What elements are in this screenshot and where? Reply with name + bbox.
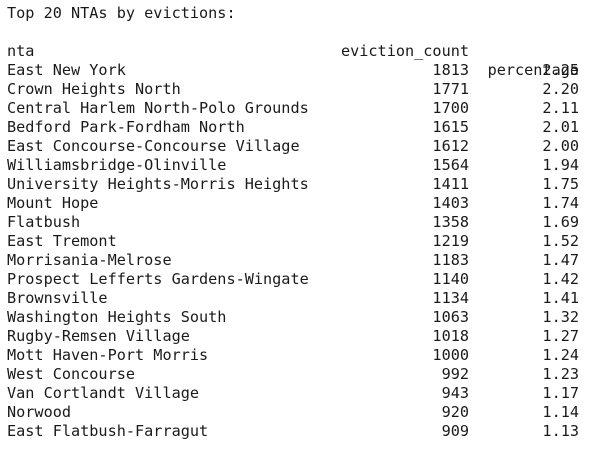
eviction-count-value: 1403 [432,194,469,212]
percentage-value: 2.20 [542,80,579,98]
nta-name: Central Harlem North-Polo Grounds [7,99,309,117]
eviction-count-value: 1771 [432,80,469,98]
eviction-count-value: 1813 [432,61,469,79]
percentage-value: 1.94 [542,156,579,174]
percentage-value: 1.74 [542,194,579,212]
percentage-value: 1.52 [542,232,579,250]
table-row: Central Harlem North-Polo Grounds 1700 2.1… [7,99,587,118]
table-row: East Flatbush-Farragut 909 1.13 [7,422,587,441]
eviction-count-value: 1000 [432,346,469,364]
table-row: Rugby-Remsen Village 1018 1.27 [7,327,587,346]
table-row: Brownsville 1134 1.41 [7,289,587,308]
table-row: East New York 1813 2.25 [7,61,587,80]
table-row: Mott Haven-Port Morris 1000 1.24 [7,346,587,365]
eviction-count-value: 1018 [432,327,469,345]
eviction-count-value: 1411 [432,175,469,193]
nta-name: Mount Hope [7,194,99,212]
nta-name: Bedford Park-Fordham North [7,118,245,136]
eviction-count-value: 1134 [432,289,469,307]
nta-name: Van Cortlandt Village [7,384,200,402]
table-row: Washington Heights South 1063 1.32 [7,308,587,327]
nta-name: Mott Haven-Port Morris [7,346,209,364]
nta-name: Morrisania-Melrose [7,251,172,269]
table-row: Bedford Park-Fordham North 1615 2.01 [7,118,587,137]
percentage-value: 2.01 [542,118,579,136]
table-row: University Heights-Morris Heights 1411 1.7… [7,175,587,194]
eviction-count-value: 1183 [432,251,469,269]
eviction-count-value: 1140 [432,270,469,288]
eviction-count-value: 1063 [432,308,469,326]
nta-name: Prospect Lefferts Gardens-Wingate [7,270,309,288]
nta-name: Williamsbridge-Olinville [7,156,227,174]
nta-name: West Concourse [7,365,136,383]
table-row: Prospect Lefferts Gardens-Wingate 1140 1.4… [7,270,587,289]
table-row: Williamsbridge-Olinville 1564 1.94 [7,156,587,175]
nta-name: Crown Heights North [7,80,181,98]
eviction-count-value: 1219 [432,232,469,250]
percentage-value: 1.24 [542,346,579,364]
percentage-value: 1.32 [542,308,579,326]
nta-name: East New York [7,61,126,79]
table-row: Morrisania-Melrose 1183 1.47 [7,251,587,270]
percentage-value: 1.27 [542,327,579,345]
table-row: Flatbush 1358 1.69 [7,213,587,232]
nta-name: University Heights-Morris Heights [7,175,309,193]
eviction-count-value: 920 [441,403,469,421]
table-row: Crown Heights North 1771 2.20 [7,80,587,99]
table-row: Norwood 920 1.14 [7,403,587,422]
eviction-count-value: 943 [441,384,469,402]
percentage-value: 1.75 [542,175,579,193]
table-body: East New York 1813 2.25 Crown Heights North… [7,61,587,441]
percentage-value: 1.69 [542,213,579,231]
percentage-value: 1.47 [542,251,579,269]
column-header-eviction-count: eviction_count [340,42,469,60]
output-title: Top 20 NTAs by evictions: [7,4,236,22]
percentage-value: 2.11 [542,99,579,117]
index-name: nta [7,42,35,60]
nta-name: East Flatbush-Farragut [7,422,209,440]
percentage-value: 1.17 [542,384,579,402]
nta-name: East Tremont [7,232,117,250]
table-row: East Concourse-Concourse Village 1612 2.00 [7,137,587,156]
table-row: Van Cortlandt Village 943 1.17 [7,384,587,403]
nta-name: Washington Heights South [7,308,227,326]
eviction-count-value: 992 [441,365,469,383]
eviction-count-value: 1358 [432,213,469,231]
eviction-count-value: 1615 [432,118,469,136]
column-header-percentage: percentage [487,61,579,79]
eviction-count-value: 1700 [432,99,469,117]
console-output: Top 20 NTAs by evictions: eviction_count… [7,4,587,441]
table-row: West Concourse 992 1.23 [7,365,587,384]
table-row: East Tremont 1219 1.52 [7,232,587,251]
percentage-value: 1.41 [542,289,579,307]
column-header-row: eviction_count percentage [7,23,587,79]
nta-name: East Concourse-Concourse Village [7,137,300,155]
eviction-count-value: 1612 [432,137,469,155]
percentage-value: 2.00 [542,137,579,155]
nta-name: Norwood [7,403,72,421]
nta-name: Brownsville [7,289,108,307]
percentage-value: 1.13 [542,422,579,440]
nta-name: Rugby-Remsen Village [7,327,190,345]
eviction-count-value: 1564 [432,156,469,174]
nta-name: Flatbush [7,213,81,231]
percentage-value: 1.23 [542,365,579,383]
table-row: Mount Hope 1403 1.74 [7,194,587,213]
percentage-value: 1.42 [542,270,579,288]
eviction-count-value: 909 [441,422,469,440]
percentage-value: 2.25 [542,61,579,79]
percentage-value: 1.14 [542,403,579,421]
